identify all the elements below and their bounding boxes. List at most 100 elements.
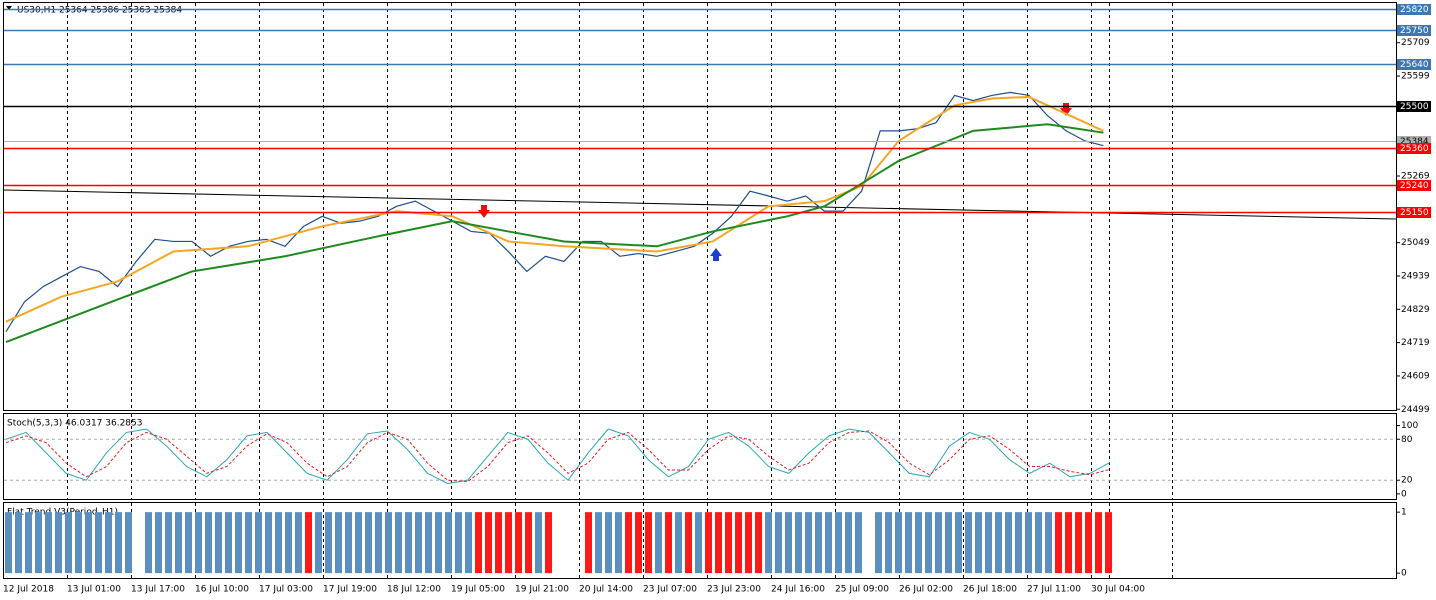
trend-bar: [965, 512, 972, 574]
level-box: [1397, 59, 1431, 70]
trend-bar: [625, 512, 632, 574]
trend-bar: [345, 512, 352, 574]
trend-bar: [115, 512, 122, 574]
trend-bar: [475, 512, 482, 574]
level-box: [1397, 136, 1431, 147]
trend-bar: [45, 512, 52, 574]
trend-bar: [195, 512, 202, 574]
stoch-pane: [3, 413, 1397, 500]
trend-bar: [765, 512, 772, 574]
trend-bar: [1035, 512, 1042, 574]
trend-bar: [935, 512, 942, 574]
level-box: [1397, 25, 1431, 36]
trend-bar: [395, 512, 402, 574]
trend-bar: [605, 512, 612, 574]
x-tick-label: 25 Jul 09:00: [835, 585, 889, 595]
sell-arrow: [478, 205, 490, 218]
x-tick-label: 27 Jul 11:00: [1027, 585, 1081, 595]
trend-bar: [1065, 512, 1072, 574]
trend-bar: [235, 512, 242, 574]
y-tick-label: 24939: [1401, 271, 1430, 281]
trend-bar: [35, 512, 42, 574]
trend-bar: [655, 512, 662, 574]
trend-bar: [355, 512, 362, 574]
stoch-line: [5, 430, 1111, 483]
trend-bar: [255, 512, 262, 574]
trend-bar: [1025, 512, 1032, 574]
trend-bar: [165, 512, 172, 574]
trend-bar: [485, 512, 492, 574]
level-label: 25640: [1400, 60, 1429, 70]
x-tick-label: 20 Jul 14:00: [579, 585, 633, 595]
trend-bar: [695, 512, 702, 574]
x-tick-label: 23 Jul 23:00: [707, 585, 761, 595]
x-tick-label: 18 Jul 12:00: [387, 585, 441, 595]
level-label: 25150: [1400, 208, 1429, 218]
y-tick-label: 24499: [1401, 405, 1430, 415]
trend-bar: [1095, 512, 1102, 574]
x-tick-label: 19 Jul 05:00: [451, 585, 505, 595]
trend-bar: [125, 512, 132, 574]
y-tick-label: 20: [1401, 476, 1413, 486]
trend-bar: [1045, 512, 1052, 574]
trend-bar: [635, 512, 642, 574]
trend-bar: [425, 512, 432, 574]
x-tick-label: 13 Jul 17:00: [131, 585, 185, 595]
trend-bar: [595, 512, 602, 574]
y-tick-label: 1: [1401, 508, 1407, 518]
y-tick-label: 80: [1401, 435, 1413, 445]
x-tick-label: 26 Jul 18:00: [963, 585, 1017, 595]
trend-bar: [495, 512, 502, 574]
trend-bar: [215, 512, 222, 574]
trend-bar: [835, 512, 842, 574]
trend-bar: [705, 512, 712, 574]
trend-bar: [295, 512, 302, 574]
trend-bar: [825, 512, 832, 574]
trend-bar: [895, 512, 902, 574]
trend-bar: [985, 512, 992, 574]
trend-bar: [1055, 512, 1062, 574]
trend-bar: [25, 512, 32, 574]
x-tick-label: 16 Jul 10:00: [195, 585, 249, 595]
menu-arrow: [6, 6, 12, 10]
trend-bar: [315, 512, 322, 574]
trend-bar: [145, 512, 152, 574]
level-label: 25500: [1400, 102, 1429, 112]
trend-bar: [275, 512, 282, 574]
trend-bar: [905, 512, 912, 574]
trend-bar: [365, 512, 372, 574]
trend-bar: [545, 512, 552, 574]
level-box: [1397, 143, 1431, 154]
trend-bar: [185, 512, 192, 574]
trend-bar: [745, 512, 752, 574]
y-tick-label: 25599: [1401, 72, 1430, 82]
trend-bar: [15, 512, 22, 574]
trend-bar: [525, 512, 532, 574]
x-tick-label: 23 Jul 07:00: [643, 585, 697, 595]
trend-bar: [1075, 512, 1082, 574]
level-box: [1397, 101, 1431, 112]
trend-bar: [785, 512, 792, 574]
trend-bar: [805, 512, 812, 574]
trend-bar: [5, 512, 12, 574]
trend-bar: [335, 512, 342, 574]
trend-bar: [155, 512, 162, 574]
trend-bar: [955, 512, 962, 574]
trend-bar: [585, 512, 592, 574]
trend-bar: [175, 512, 182, 574]
level-label: 25820: [1400, 5, 1429, 15]
x-tick-label: 26 Jul 02:00: [899, 585, 953, 595]
main-title: US30,H1 25364 25386 25363 25384: [17, 6, 182, 16]
y-tick-label: 24609: [1401, 371, 1430, 381]
trend-title: Flat Trend V3(Period_H1): [7, 508, 118, 518]
trend-bar: [205, 512, 212, 574]
trend-bar: [435, 512, 442, 574]
trend-bar: [515, 512, 522, 574]
trend-bar: [615, 512, 622, 574]
trend-bar: [325, 512, 332, 574]
price-line: [5, 123, 1104, 343]
trend-bar: [105, 512, 112, 574]
trend-bar: [455, 512, 462, 574]
trend-bar: [445, 512, 452, 574]
trend-bar: [875, 512, 882, 574]
